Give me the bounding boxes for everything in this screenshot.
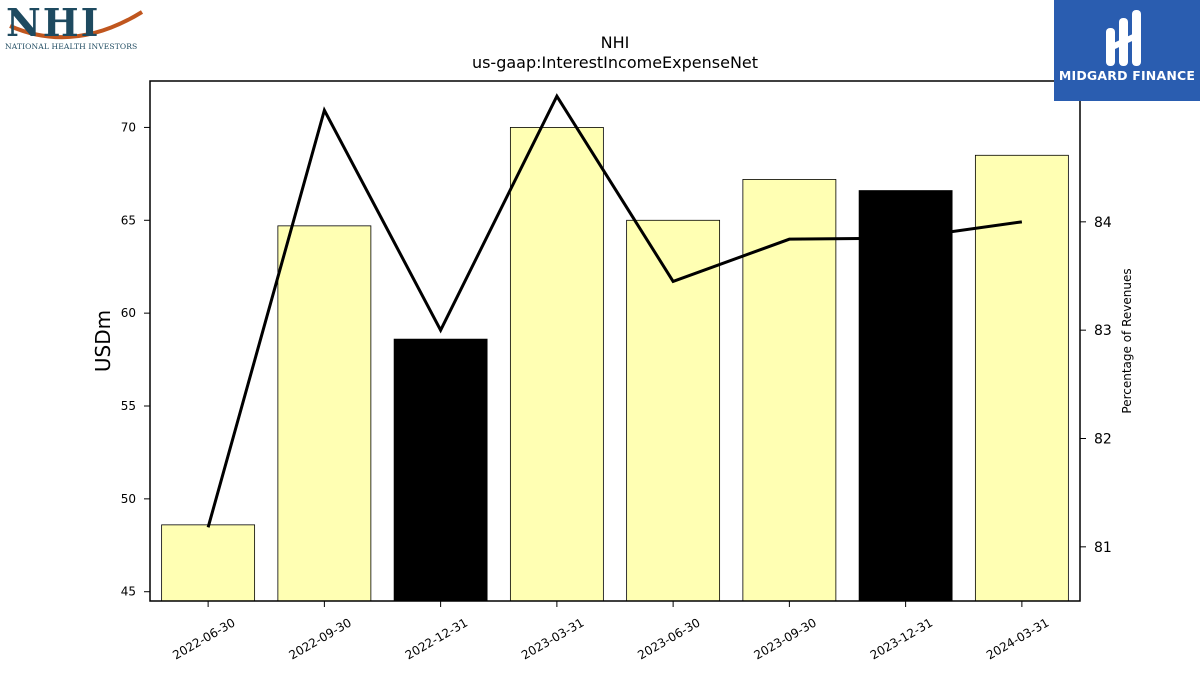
left-tick-label: 50 xyxy=(121,492,136,506)
bar-2023-03-31 xyxy=(509,127,604,602)
x-tick-label: 2023-09-30 xyxy=(751,615,818,662)
x-tick-label: 2022-12-31 xyxy=(403,615,470,662)
right-tick-label: 84 xyxy=(1094,215,1112,231)
percentage-line xyxy=(206,93,1023,528)
left-tick-label: 60 xyxy=(121,306,136,320)
bar-2023-12-31 xyxy=(858,190,953,602)
left-tick-label: 45 xyxy=(121,585,136,599)
bar-2022-06-30 xyxy=(161,524,256,602)
left-tick-label: 55 xyxy=(121,399,136,413)
chart-subtitle: us-gaap:InterestIncomeExpenseNet xyxy=(472,53,758,72)
right-tick-label: 83 xyxy=(1094,323,1112,339)
x-tick-label: 2024-03-31 xyxy=(984,615,1051,662)
left-tick-label: 70 xyxy=(121,120,136,134)
bar-group xyxy=(161,127,1069,602)
bar-2024-03-31 xyxy=(974,154,1069,602)
nhi-logo: NHI NATIONAL HEALTH INVESTORS xyxy=(4,0,144,54)
nhi-logo-letters: NHI xyxy=(6,4,100,44)
x-tick-label: 2023-12-31 xyxy=(868,615,935,662)
bar-2022-12-31 xyxy=(393,338,488,602)
midgard-logo: MIDGARD FINANCE xyxy=(1054,0,1200,101)
line-layer xyxy=(206,93,1023,528)
chart-title: NHI xyxy=(601,33,630,52)
left-tick-label: 65 xyxy=(121,213,136,227)
x-tick-label: 2023-03-31 xyxy=(519,615,586,662)
x-tick-label: 2022-09-30 xyxy=(286,615,353,662)
plot-frame xyxy=(149,80,1081,602)
left-axis-ticks: 45 50 55 60 65 70 xyxy=(121,120,150,599)
right-tick-label: 82 xyxy=(1094,432,1112,448)
nhi-logo-tagline: NATIONAL HEALTH INVESTORS xyxy=(5,42,138,51)
right-axis-ticks: 81 82 83 84 xyxy=(1080,215,1112,556)
right-tick-label: 81 xyxy=(1094,540,1112,556)
bar-2023-09-30 xyxy=(742,179,837,602)
midgard-logo-text: MIDGARD FINANCE xyxy=(1058,68,1196,83)
y-axis-label: USDm xyxy=(91,310,115,372)
bar-2023-06-30 xyxy=(626,219,721,602)
bar-2022-09-30 xyxy=(277,225,372,602)
x-tick-label: 2023-06-30 xyxy=(635,615,702,662)
midgard-logo-mark xyxy=(1106,10,1141,66)
x-axis-ticks: 2022-06-30 2022-09-30 2022-12-31 2023-03-31… xyxy=(170,601,1051,662)
y2-axis-label: Percentage of Revenues xyxy=(1120,268,1134,413)
x-tick-label: 2022-06-30 xyxy=(170,615,237,662)
nhi-logo-mark: NHI xyxy=(6,0,144,45)
